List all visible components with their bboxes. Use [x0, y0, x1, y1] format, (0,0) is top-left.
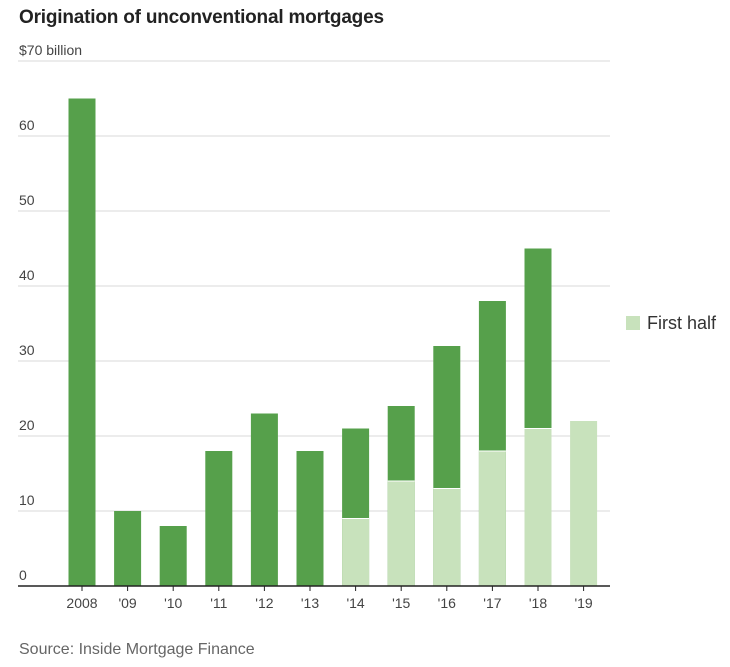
source-note: Source: Inside Mortgage Finance: [19, 641, 255, 658]
bar-first-half: [524, 428, 552, 586]
bar-full-year: [68, 98, 96, 586]
x-tick-label: '14: [346, 595, 364, 611]
y-tick-label: 50: [19, 192, 35, 208]
bar-full-year: [114, 511, 142, 586]
x-tick-label: '09: [118, 595, 136, 611]
bar-full-year: [205, 451, 233, 586]
x-tick-label: '13: [301, 595, 319, 611]
y-tick-label: 0: [19, 567, 27, 583]
y-tick-labels: 0 10 20 30 40 50 60 $70 billion: [19, 42, 82, 583]
x-tick-label: '11: [210, 595, 227, 611]
y-tick-label: 30: [19, 342, 35, 358]
legend: First half: [626, 312, 716, 334]
x-tick-label: '17: [483, 595, 501, 611]
bar-first-half: [433, 488, 461, 586]
bar-first-half: [342, 518, 370, 586]
grid-lines: [18, 60, 610, 512]
legend-label-first-half: First half: [647, 312, 717, 333]
y-unit-label: $70 billion: [19, 42, 82, 58]
bar-full-year: [159, 526, 187, 586]
y-tick-label: 40: [19, 267, 35, 283]
x-tick-label: 2008: [66, 595, 97, 611]
x-tick-label: '10: [164, 595, 182, 611]
x-tick-labels: 2008 '09 '10 '11 '12 '13 '14 '15 '16 '17 '18 '19: [66, 586, 593, 611]
x-tick-label: '15: [392, 595, 410, 611]
bars: [68, 98, 598, 586]
bar-first-half: [570, 421, 598, 586]
y-tick-label: 10: [19, 492, 35, 508]
bar-full-year: [296, 451, 324, 586]
chart-title: Origination of unconventional mortgages: [19, 7, 384, 28]
x-tick-label: '12: [255, 595, 273, 611]
bar-first-half: [478, 451, 506, 586]
bar-full-year: [250, 413, 278, 586]
x-tick-label: '16: [438, 595, 456, 611]
bar-first-half: [387, 481, 415, 586]
y-tick-label: 60: [19, 117, 35, 133]
y-tick-label: 20: [19, 417, 35, 433]
x-tick-label: '19: [574, 595, 592, 611]
legend-swatch-first-half: [626, 316, 640, 330]
x-tick-label: '18: [529, 595, 547, 611]
